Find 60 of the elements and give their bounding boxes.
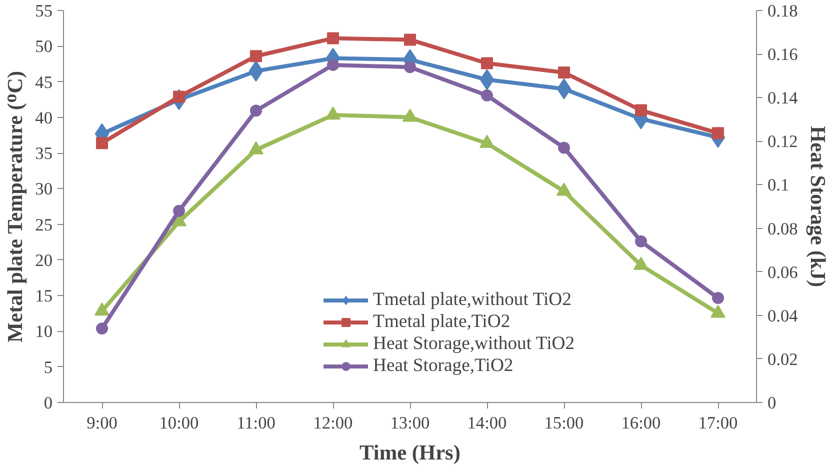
point	[404, 34, 416, 46]
legend-label: Heat Storage,without TiO2	[373, 333, 575, 355]
y2-tick-label: 0.18	[768, 2, 798, 20]
point	[96, 137, 108, 150]
point	[481, 57, 493, 70]
point	[250, 50, 262, 62]
x-tick-label: 15:00	[544, 414, 584, 432]
point	[558, 142, 570, 154]
x-tick-label: 17:00	[698, 414, 738, 432]
y2-tick-label: 0.12	[768, 132, 798, 152]
point	[327, 58, 339, 71]
y-tick-label: 5	[44, 358, 53, 377]
y2-tick-label: 0	[768, 394, 776, 412]
x-tick-label: 14:00	[467, 414, 507, 432]
x-tick-label: 11:00	[236, 414, 276, 432]
legend-label: Heat Storage,TiO2	[373, 355, 514, 377]
point	[402, 108, 418, 122]
point	[250, 104, 262, 117]
y-axis-title: Metal plate Temperature (ᴼC)	[3, 70, 28, 343]
point	[635, 104, 647, 116]
y-tick-label: 0	[44, 394, 53, 412]
y-tick-label: 30	[35, 180, 52, 199]
y2-tick-label: 0.16	[768, 45, 798, 64]
point	[558, 66, 570, 79]
y2-tick-label: 0.14	[768, 88, 798, 108]
x-tick-label: 13:00	[390, 414, 430, 432]
y2-tick-label: 0.1	[768, 176, 790, 195]
point	[634, 256, 648, 270]
x-tick-label: 12:00	[313, 414, 353, 432]
legend-label: Tmetal plate,TiO2	[373, 311, 510, 333]
x-axis-title: Time (Hrs)	[360, 440, 460, 464]
y-tick-label: 15	[35, 286, 52, 306]
y-tick-label: 55	[35, 2, 52, 20]
point	[710, 304, 726, 318]
y2-axis-title: Heat Storage (kJ)	[806, 126, 830, 288]
point	[404, 61, 416, 74]
y-tick-label: 50	[35, 37, 52, 56]
point	[556, 182, 572, 196]
y2-tick-label: 0.08	[768, 219, 798, 238]
y-tick-label: 10	[35, 322, 52, 342]
point	[635, 235, 647, 248]
x-tick-label: 9:00	[86, 414, 118, 432]
y2-tick-label: 0.06	[768, 262, 798, 282]
legend-label: Tmetal plate,without TiO2	[373, 289, 572, 311]
y-tick-label: 25	[35, 215, 52, 234]
point	[173, 204, 185, 217]
point	[94, 302, 110, 316]
y2-tick-label: 0.02	[768, 350, 798, 369]
point	[481, 89, 493, 102]
y-tick-label: 45	[35, 72, 52, 92]
point	[480, 134, 494, 148]
y-tick-label: 20	[35, 250, 52, 270]
y2-tick-label: 0.04	[768, 306, 798, 326]
point	[326, 106, 340, 120]
x-tick-label: 16:00	[621, 414, 661, 432]
point	[248, 141, 264, 154]
y-tick-label: 40	[35, 108, 52, 128]
y-tick-label: 35	[35, 144, 52, 164]
x-tick-label: 10:00	[159, 414, 199, 432]
point	[327, 32, 339, 44]
